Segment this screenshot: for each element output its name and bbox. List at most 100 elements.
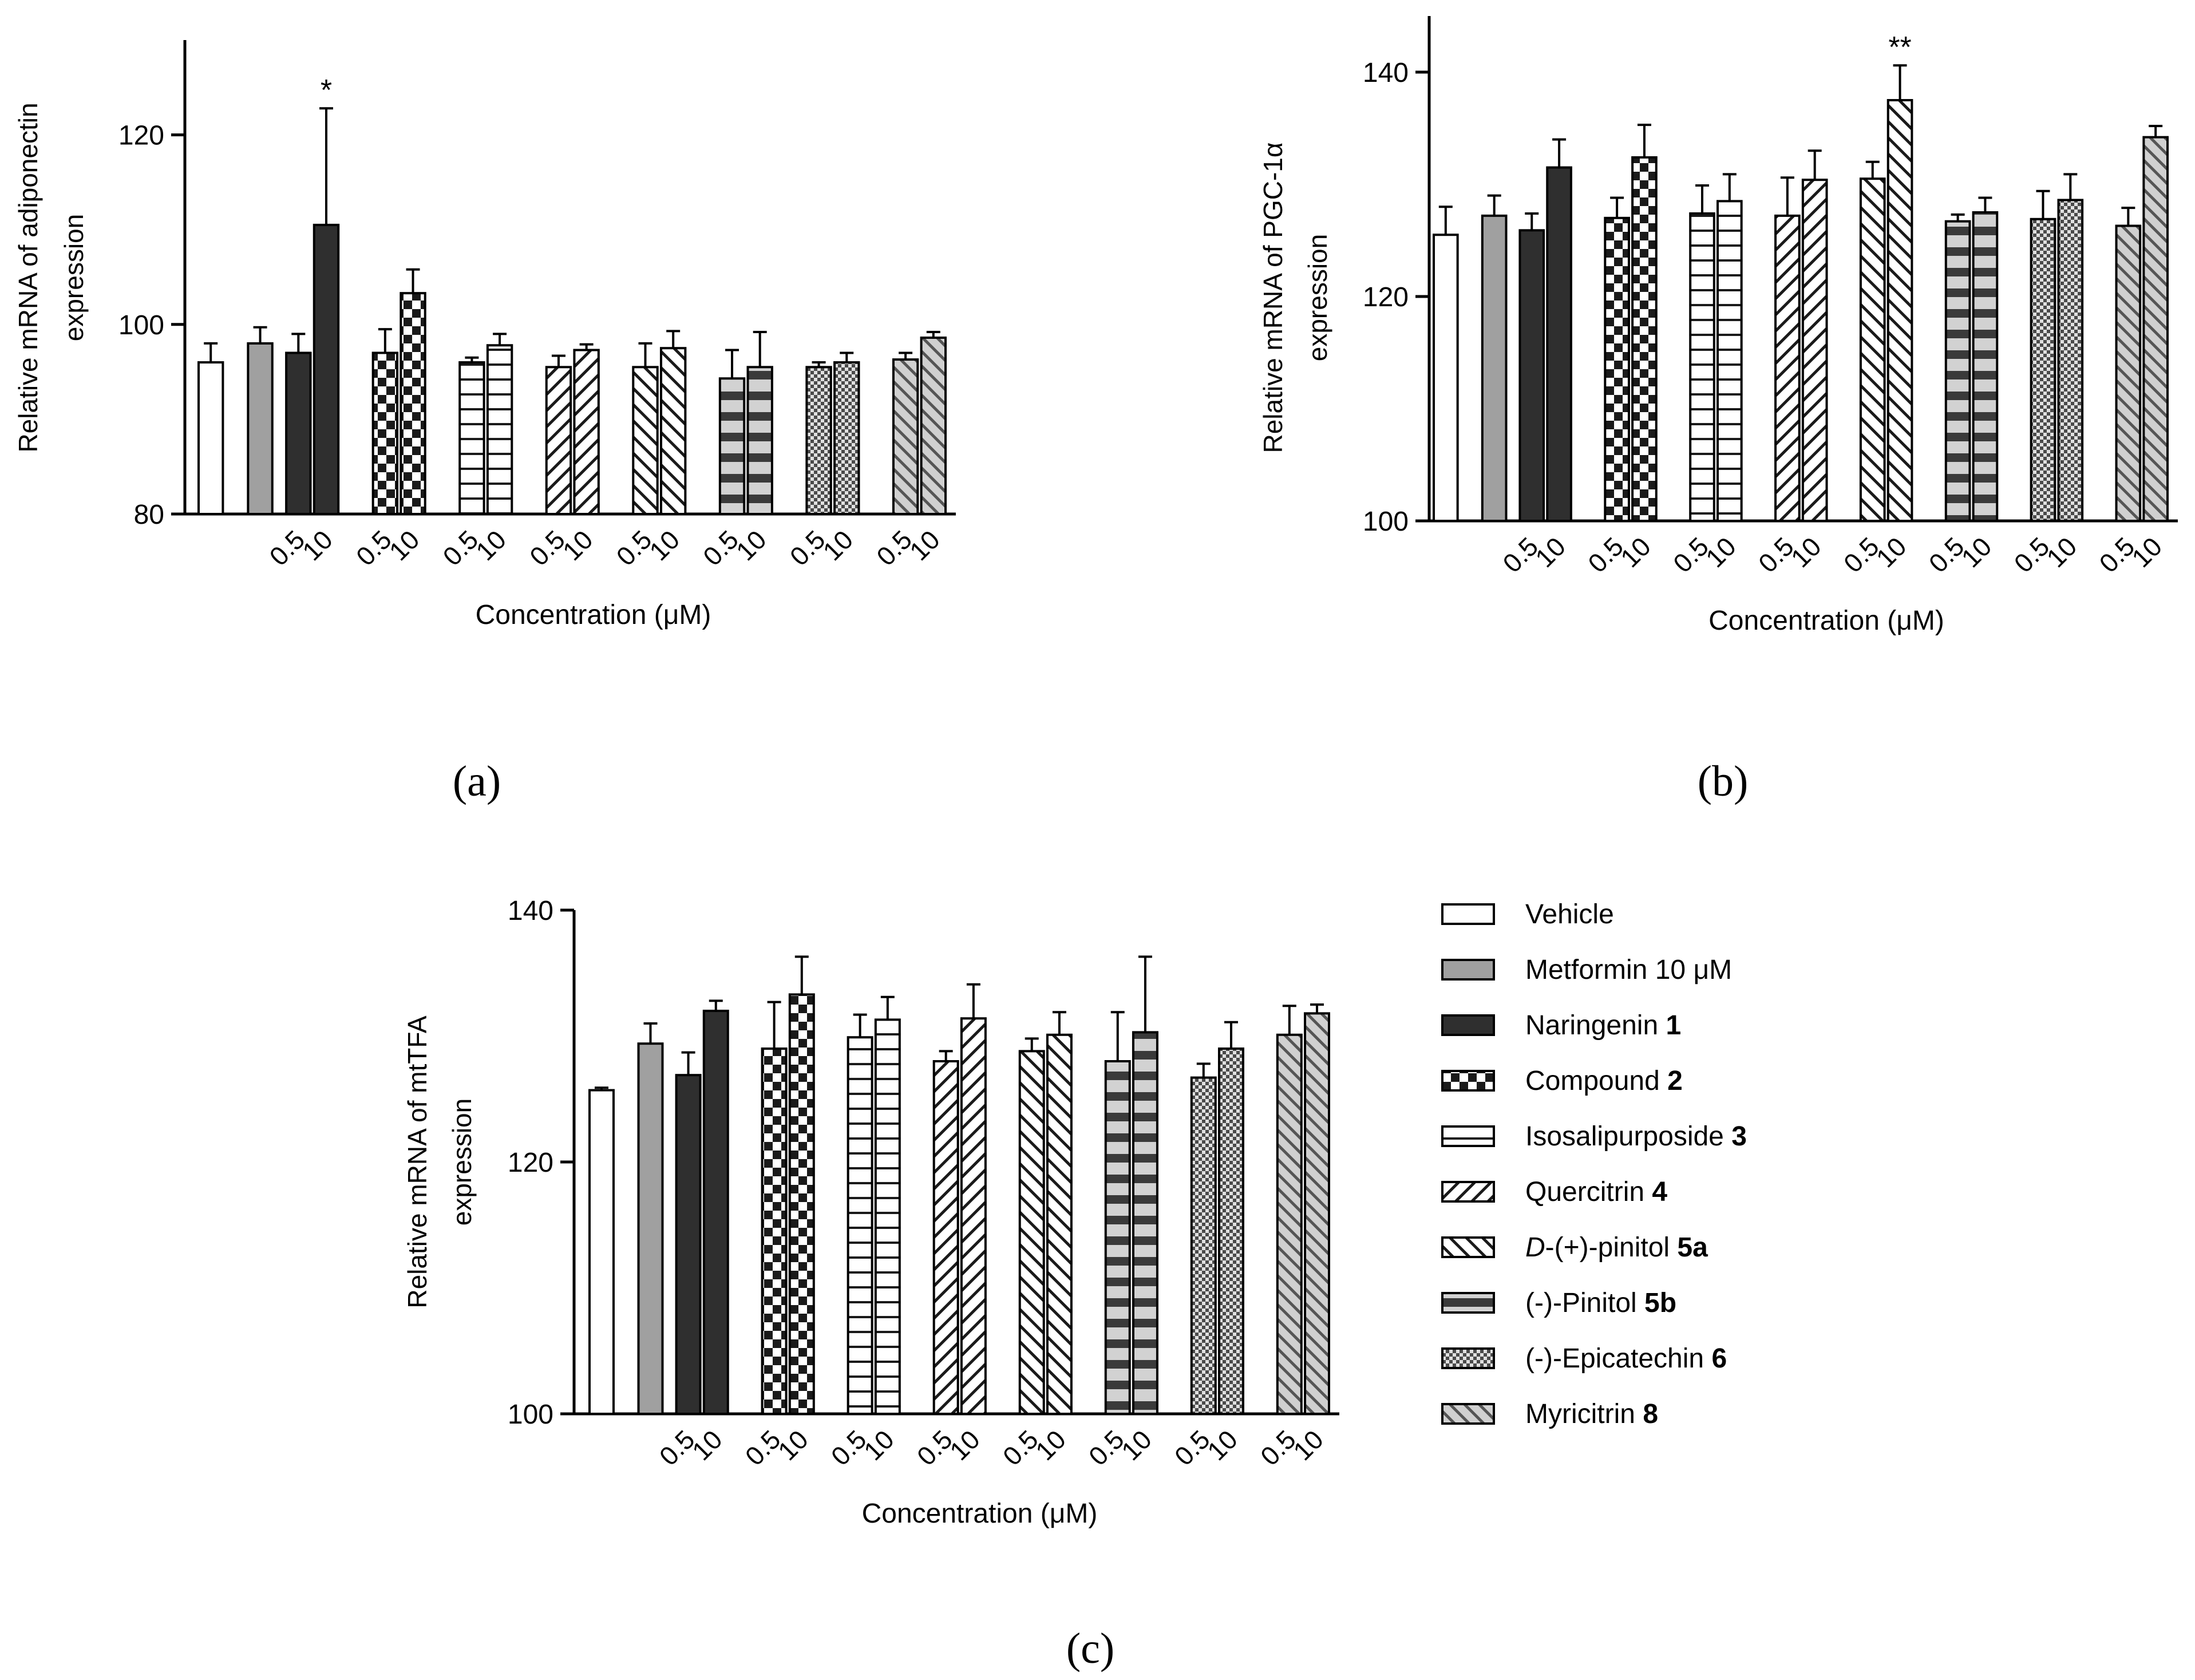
x-tick-label: 10 [1700,531,1742,573]
bar [1104,1060,1131,1415]
y-tick-label: 100 [508,1400,553,1430]
x-tick-label: 10 [557,524,599,566]
significance-marker: ** [1888,31,1911,64]
significance-marker: * [321,74,332,107]
x-tick-label: 10 [730,524,772,566]
bar [1801,179,1828,523]
legend-label: (-)-Epicatechin 6 [1525,1343,1727,1374]
bar [833,361,860,515]
legend-swatch [1441,903,1495,925]
y-tick-label: 140 [508,896,553,926]
bar [400,292,426,515]
x-tick-label: 10 [2126,531,2168,573]
bar [313,223,340,515]
bar [2030,218,2056,522]
legend-label: Quercitrin 4 [1525,1177,1667,1207]
x-tick-label: 10 [470,524,512,566]
x-axis-label: Concentration (μM) [862,1499,1098,1529]
y-axis-label: Relative mRNA of adiponectin [13,102,43,452]
legend-swatch [1441,1181,1495,1203]
legend-swatch [1441,1070,1495,1092]
legend-label: Compound 2 [1525,1066,1683,1096]
panel-label-a: (a) [453,757,501,805]
bar [702,1010,729,1415]
legend-label: Myricitrin 8 [1525,1399,1658,1429]
bar [637,1042,664,1415]
legend-label: Isosalipurposide 3 [1525,1121,1747,1152]
x-tick-label: 10 [1529,531,1571,573]
legend-swatch [1441,1236,1495,1258]
bar [932,1060,959,1415]
bar [1604,216,1630,522]
bar [1518,229,1545,522]
bar [788,993,815,1415]
bar [545,366,572,515]
bar [1304,1012,1331,1415]
chart-adiponectin: 80 100 120 Relative mRNA of adiponectin expr… [13,40,956,630]
bar [573,349,600,516]
legend-swatch [1441,1125,1495,1147]
legend-swatch [1441,1403,1495,1425]
bar [718,377,746,516]
x-tick-label: 10 [1870,531,1912,573]
bar [675,1074,702,1415]
bar [892,358,919,516]
y-axis-label: Relative mRNA of PGC-1α [1258,143,1288,453]
x-axis-label: Concentration (μM) [1708,606,1944,636]
chart-mttfa: 100 120 140 Relative mRNA of mtTFA expressio… [402,896,1339,1529]
x-tick-label: 10 [858,1424,900,1466]
bar [1217,1047,1244,1415]
bar [746,366,773,515]
y-tick-label: 120 [118,121,164,151]
bar [197,361,224,515]
bar [960,1017,987,1415]
x-tick-label: 10 [643,524,685,566]
y-tick-label: 120 [1363,282,1409,313]
legend-swatch [1441,1347,1495,1369]
bar [588,1089,615,1415]
bar [1481,214,1508,522]
legend-label: Vehicle [1525,899,1614,930]
bar [1859,177,1886,522]
bar [1944,220,1971,522]
bar [632,366,659,515]
bar [1190,1076,1217,1415]
bar [761,1047,788,1415]
bar [1716,200,1743,522]
chart-pgc1a: 100 120 140 Relative mRNA of PGC-1α expressi… [1258,16,2178,636]
x-tick-label: 10 [1201,1424,1243,1466]
y-tick-label: 120 [508,1148,553,1178]
x-tick-label: 10 [944,1424,986,1466]
legend-swatch [1441,1014,1495,1036]
legend-label: (-)-Pinitol 5b [1525,1288,1676,1318]
bar [920,336,947,515]
panel-label-c: (c) [1066,1624,1114,1673]
bar [1972,211,1999,522]
panel-label-b: (b) [1698,757,1749,805]
bar [1774,214,1801,522]
x-tick-label: 10 [383,524,425,566]
y-tick-label: 140 [1363,58,1409,88]
y-axis-label: expression [1303,234,1332,361]
x-tick-label: 10 [296,524,338,566]
bar [1132,1031,1158,1415]
bar [1689,212,1715,522]
bar [2057,199,2084,522]
bar [805,366,832,515]
bar [1018,1050,1045,1415]
x-axis-label: Concentration (μM) [476,600,711,630]
legend-label: D-(+)-pinitol 5a [1525,1232,1708,1263]
legend: Vehicle Metformin 10 μM Naringenin 1 Compou… [1441,899,1747,1429]
legend-swatch [1441,959,1495,981]
y-axis-label: Relative mRNA of mtTFA [402,1015,432,1309]
bar [285,351,312,515]
bar [2115,224,2142,522]
x-tick-label: 10 [817,524,859,566]
bar [1546,166,1572,523]
bar [874,1018,901,1415]
bar [247,342,274,515]
x-tick-label: 10 [772,1424,814,1466]
x-tick-label: 10 [1116,1424,1157,1466]
x-tick-label: 10 [1785,531,1827,573]
